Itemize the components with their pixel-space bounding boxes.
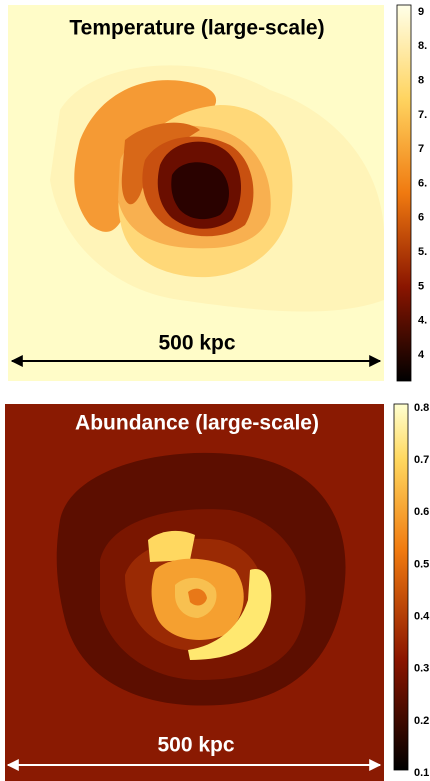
- colorbar-label: 0.4: [414, 610, 430, 622]
- colorbar-label: 4.: [418, 315, 427, 327]
- region: [188, 588, 207, 606]
- region: [188, 569, 272, 660]
- colorbar-label: 6: [418, 212, 424, 224]
- abundance-map: [5, 404, 384, 781]
- colorbar-label: 0.6: [414, 506, 429, 518]
- colorbar-label: 5.: [418, 246, 427, 258]
- colorbar-label: 7: [418, 143, 424, 155]
- colorbar-labels: 9 8. 8 7. 7 6. 6 5. 5 4. 4: [418, 6, 427, 361]
- colorbar-label: 4: [418, 349, 425, 361]
- scale-label: 500 kpc: [158, 332, 235, 355]
- colorbar-label: 8.: [418, 40, 427, 52]
- colorbar-label: 0.2: [414, 715, 429, 727]
- region: [171, 162, 229, 220]
- panel-title: Abundance (large-scale): [75, 412, 319, 435]
- colorbar-label: 0.5: [414, 558, 429, 570]
- colorbar-label: 9: [418, 6, 424, 18]
- colorbar-label: 6.: [418, 177, 427, 189]
- colorbar-label: 7.: [418, 109, 427, 121]
- colorbar: [393, 403, 409, 771]
- colorbar-label: 0.3: [414, 663, 429, 675]
- panel-title: Temperature (large-scale): [69, 17, 324, 40]
- colorbar-labels: 0.8 0.7 0.6 0.5 0.4 0.3 0.2 0.1: [414, 402, 430, 779]
- colorbar-label: 0.8: [414, 402, 429, 414]
- colorbar-label: 0.1: [414, 767, 429, 779]
- scale-label: 500 kpc: [157, 734, 234, 757]
- region: [148, 530, 195, 562]
- colorbar-label: 8: [418, 75, 424, 87]
- colorbar-label: 0.7: [414, 454, 429, 466]
- colorbar-label: 5: [418, 280, 424, 292]
- temperature-map: [8, 5, 384, 381]
- colorbar: [396, 4, 412, 382]
